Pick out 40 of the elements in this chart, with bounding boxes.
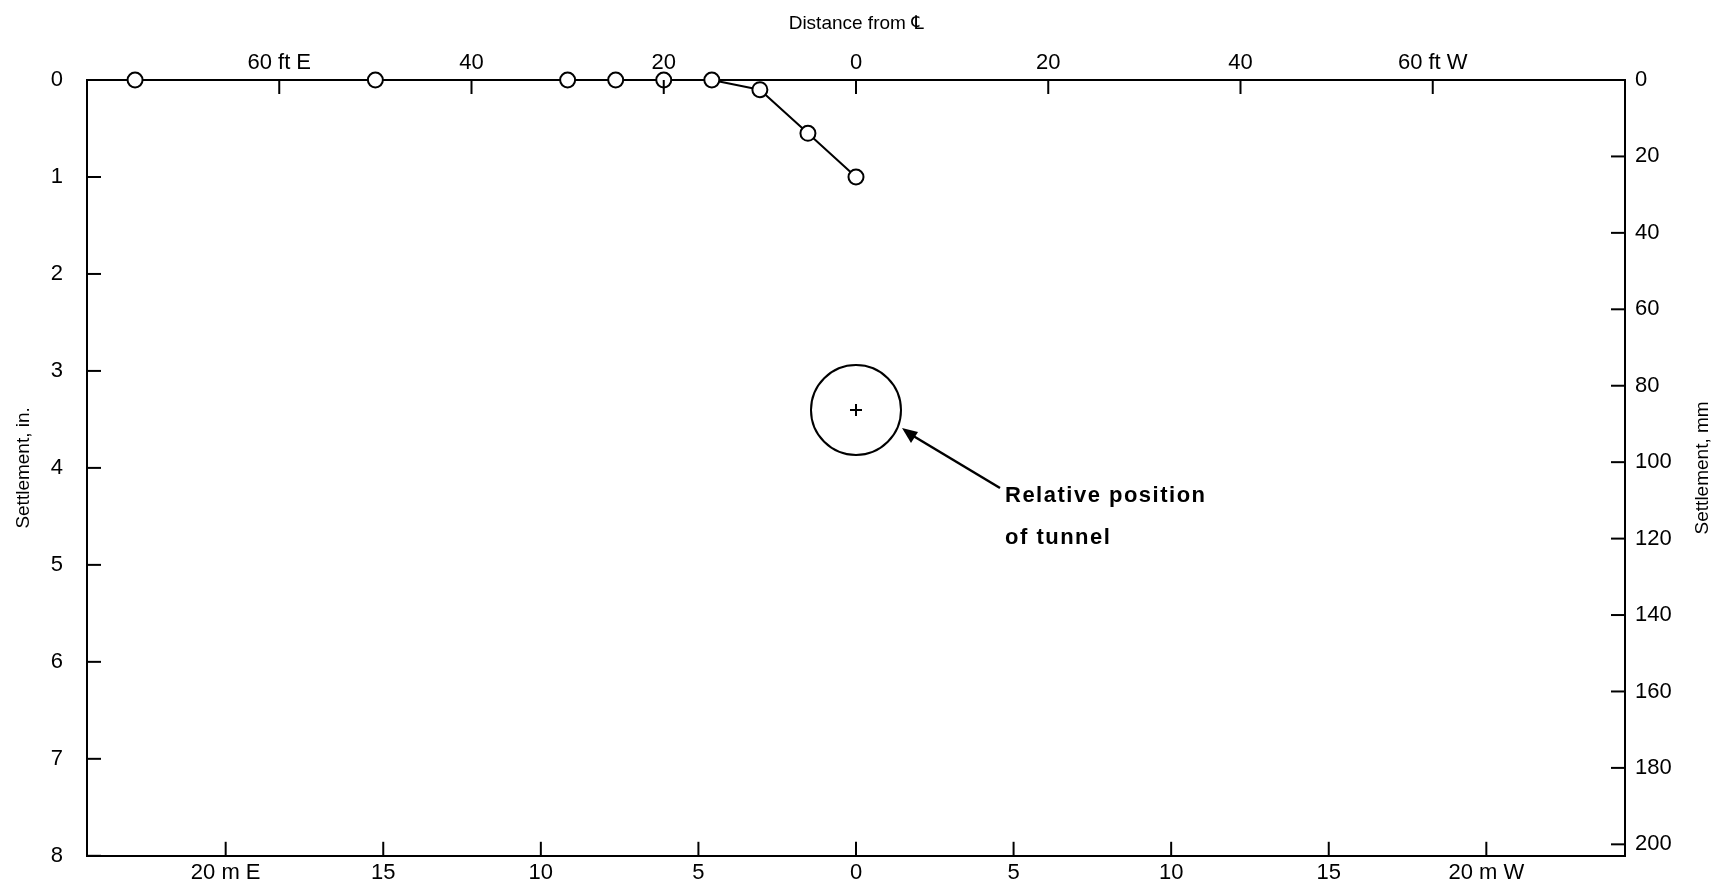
y2-tick-label: 120 [1635,524,1672,550]
y2-tick-label: 80 [1635,371,1660,397]
x-tick-label: 20 m W [1448,859,1525,885]
annotation: Relative position of tunnel [1005,481,1208,551]
x-tick-label: 15 [1316,859,1341,885]
x-tick-label: 10 [1158,859,1184,885]
y-tick-label: 2 [50,260,63,286]
y2-tick-label: 160 [1635,677,1672,703]
y2-tick-label: 60 [1635,295,1660,321]
y-tick-label: 6 [50,647,63,673]
x-tick-label: 10 [528,859,554,885]
y2-tick-label: 20 [1635,142,1660,168]
y-tick-label: 5 [50,550,63,576]
x-tick-label: 15 [371,859,396,885]
x2-axis-title: Distance from ℄ [788,11,925,33]
y2-tick-label: 100 [1635,448,1672,474]
y2-axis-title: Settlement, mm [1691,401,1713,535]
y-tick-label: 7 [50,744,63,770]
x2-tick-label: 60 ft E [247,48,312,74]
x2-tick-label: 60 ft W [1397,48,1468,74]
y-tick-label: 0 [50,66,63,92]
y-tick-label: 3 [50,356,63,382]
y-tick-label: 8 [50,841,63,867]
y-axis-title: Settlement, in. [11,407,33,529]
x-tick-label: 5 [1007,859,1020,885]
y2-tick-label: 200 [1635,830,1672,856]
y-tick-label: 1 [50,163,63,189]
y-tick-label: 4 [50,453,63,479]
x2-tick-label: 20 [651,48,676,74]
x-tick-label: 20 m E [190,859,261,885]
x-tick-label: 5 [692,859,705,885]
x2-tick-label: 0 [849,48,863,74]
x2-tick-label: 40 [1228,48,1253,74]
x-tick-label: 0 [849,859,863,885]
x2-tick-label: 20 [1036,48,1061,74]
y2-tick-label: 180 [1635,753,1672,779]
y2-tick-label: 0 [1635,66,1648,92]
y2-tick-label: 140 [1635,601,1672,627]
x2-tick-label: 40 [459,48,484,74]
y2-tick-label: 40 [1635,218,1660,244]
